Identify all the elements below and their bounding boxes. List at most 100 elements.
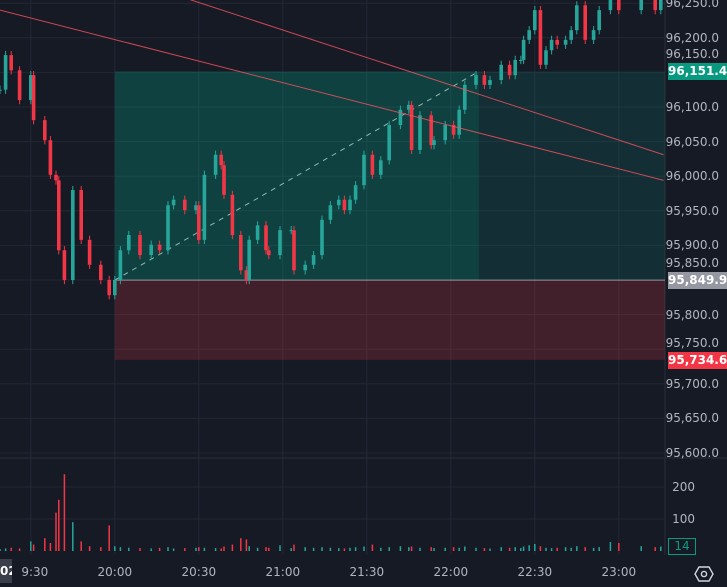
volume-bar	[354, 547, 357, 551]
volume-bar	[167, 547, 169, 551]
gear-icon[interactable]	[694, 565, 714, 583]
volume-bar	[640, 546, 642, 551]
volume-bar	[32, 544, 35, 551]
candle-body	[62, 250, 67, 280]
candle-body	[617, 0, 621, 11]
candle-body	[320, 219, 324, 256]
volume-bar	[0, 549, 1, 551]
volume-bar	[18, 548, 21, 551]
price-tick-label: 95,800.0	[665, 307, 719, 322]
candle-body	[563, 39, 568, 45]
price-tick-label: 95,750.0	[665, 335, 719, 350]
price-tick-label: 96,100.0	[665, 100, 719, 114]
volume-bar	[88, 546, 91, 551]
candle-body	[222, 165, 226, 195]
candle-body	[533, 10, 537, 31]
trendline	[190, 0, 664, 156]
volume-bar	[293, 544, 295, 551]
candle-body	[519, 59, 523, 61]
volume-bar	[399, 546, 402, 551]
candle-body	[54, 174, 58, 181]
volume-bar	[172, 548, 175, 551]
volume-bar	[55, 512, 57, 551]
volume-bar	[564, 547, 567, 551]
volume-bar	[304, 547, 306, 551]
candle-body	[443, 124, 447, 141]
candle-body	[597, 10, 601, 31]
volume-bar	[464, 546, 466, 551]
volume-bar	[408, 547, 410, 551]
volume-bar	[660, 546, 662, 551]
candle-body	[583, 5, 587, 40]
volume-bar	[279, 545, 281, 551]
volume-bar	[419, 547, 421, 551]
candle-body	[398, 109, 403, 125]
candle-body	[197, 205, 201, 240]
candle-body	[9, 55, 13, 71]
candle-body	[71, 190, 75, 280]
date-tag: 02	[0, 559, 12, 583]
candle-body	[99, 264, 103, 280]
volume-tick-label: 100	[672, 512, 695, 526]
volume-bar	[150, 548, 152, 551]
volume-bar	[576, 546, 578, 551]
volume-bar	[220, 548, 222, 551]
candle-body	[303, 264, 307, 271]
volume-bar	[584, 547, 586, 551]
time-tick-label: 20:00	[97, 565, 133, 579]
candle-body	[337, 199, 341, 206]
candle-body	[311, 255, 316, 265]
volume-bar	[114, 546, 116, 551]
volume-bar	[598, 547, 600, 551]
volume-bar	[119, 547, 122, 551]
volume-bar	[203, 547, 206, 551]
candle-body	[17, 70, 22, 101]
candle-body	[488, 80, 492, 85]
volume-bar	[268, 547, 270, 551]
volume-bar	[654, 547, 656, 551]
volume-bar	[508, 547, 511, 551]
stop-price-tag: 95,734.6	[668, 351, 727, 369]
candle-body	[549, 39, 554, 51]
volume-bar	[30, 541, 32, 551]
volume-bar	[388, 547, 390, 551]
candle-body	[328, 205, 333, 220]
volume-bar	[433, 548, 435, 551]
price-tick-label: 95,700.0	[665, 376, 719, 391]
volume-bar	[248, 546, 250, 551]
candle-body	[379, 160, 383, 175]
volume-bar	[489, 548, 491, 551]
volume-bar	[522, 546, 525, 551]
time-tick-label: 9:30	[21, 565, 49, 579]
volume-bar	[58, 499, 60, 551]
price-tick-label: 96,150.0	[665, 47, 719, 62]
candle-body	[513, 59, 517, 76]
candle-body	[538, 10, 543, 65]
volume-bar	[528, 545, 530, 551]
candle-body	[370, 154, 375, 175]
volume-bar	[4, 548, 7, 551]
volume-bar	[223, 546, 225, 551]
candle-body	[289, 230, 293, 232]
volume-bar	[514, 547, 516, 551]
candle-body	[527, 30, 531, 40]
candle-body	[608, 0, 613, 11]
candle-body	[463, 84, 467, 110]
candle-body	[166, 205, 170, 251]
volume-bar	[139, 548, 141, 551]
volume-bar	[128, 547, 130, 551]
volume-bar	[198, 547, 200, 551]
candle-body	[29, 75, 33, 101]
candle-body	[87, 239, 92, 265]
candle-body	[202, 174, 207, 240]
volume-bar	[108, 525, 110, 551]
volume-last-tag: 14	[668, 538, 696, 555]
candle-body	[429, 115, 433, 146]
entry-price-tag: 95,849.9	[668, 272, 727, 290]
volume-bar	[380, 547, 382, 551]
price-tick-label: 96,200.0	[665, 30, 719, 45]
volume-bar	[321, 547, 323, 551]
price-tick-label: 96,250.0	[665, 0, 719, 11]
